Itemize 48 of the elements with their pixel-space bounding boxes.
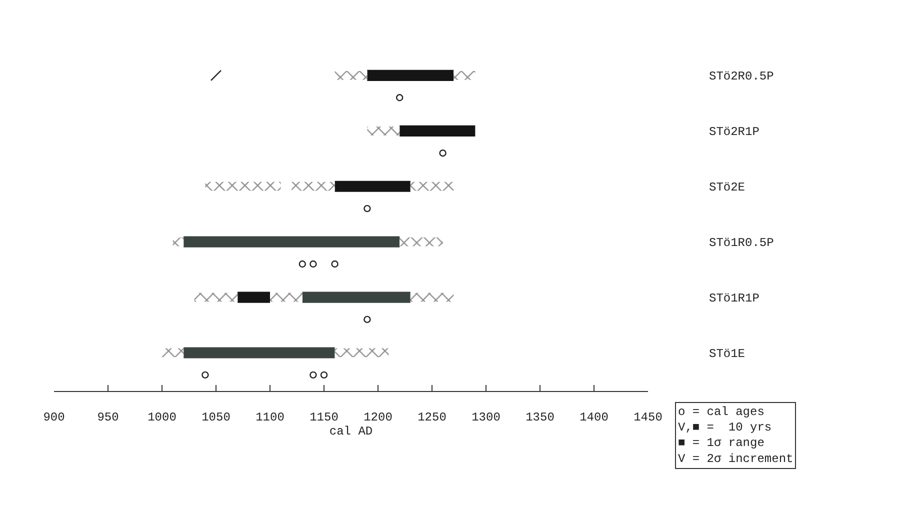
x-tick-label: 950 [97,410,119,424]
y-tick-label: STö1R1P [709,291,760,306]
bar [172,237,184,246]
bar [367,70,454,81]
x-tick-label: 1100 [256,410,284,424]
bar [302,292,410,303]
point [320,371,328,379]
x-tick-label: 1200 [364,410,392,424]
bar [205,182,281,191]
bar [270,292,302,302]
x-tick-label: 1150 [310,410,338,424]
y-tick-label: STö1E [709,346,746,361]
bar [292,182,335,191]
x-tick-label: 1400 [580,410,608,424]
bar [367,126,400,136]
point [310,260,317,268]
bar [238,292,270,303]
x-tick-label: 1350 [526,410,554,424]
point [310,371,317,379]
bar [410,292,454,302]
x-tick-label: 1300 [472,410,500,424]
bar [400,125,476,136]
bar [162,348,184,358]
y-tick-label: STö1R0.5P [709,236,774,250]
point [298,260,306,268]
y-tick-label: STö2R0.5P [709,70,774,84]
point [364,204,371,212]
x-tick-label: 1450 [634,410,662,424]
x-tick-label: 1050 [202,410,230,424]
x-tick-label: 1000 [148,410,176,424]
x-axis-title: cal AD [329,424,373,438]
bar [410,182,454,191]
bar [334,71,368,80]
y-tick-label: STö2R1P [709,125,760,140]
bar [454,71,476,80]
point [331,260,338,268]
text: o = cal ages V,■ = 10 yrs ■ = 1σ range V = 2σ increment [678,405,794,466]
x-tick-label: 1250 [418,410,446,424]
point [364,316,371,324]
y-tick-label: STö2E [709,180,746,195]
point [202,371,209,379]
point [439,149,446,157]
bar [400,237,443,246]
point [396,94,404,102]
bar [334,180,410,192]
bar [334,348,389,358]
x-tick-label: 900 [43,410,65,424]
bar [194,292,238,302]
